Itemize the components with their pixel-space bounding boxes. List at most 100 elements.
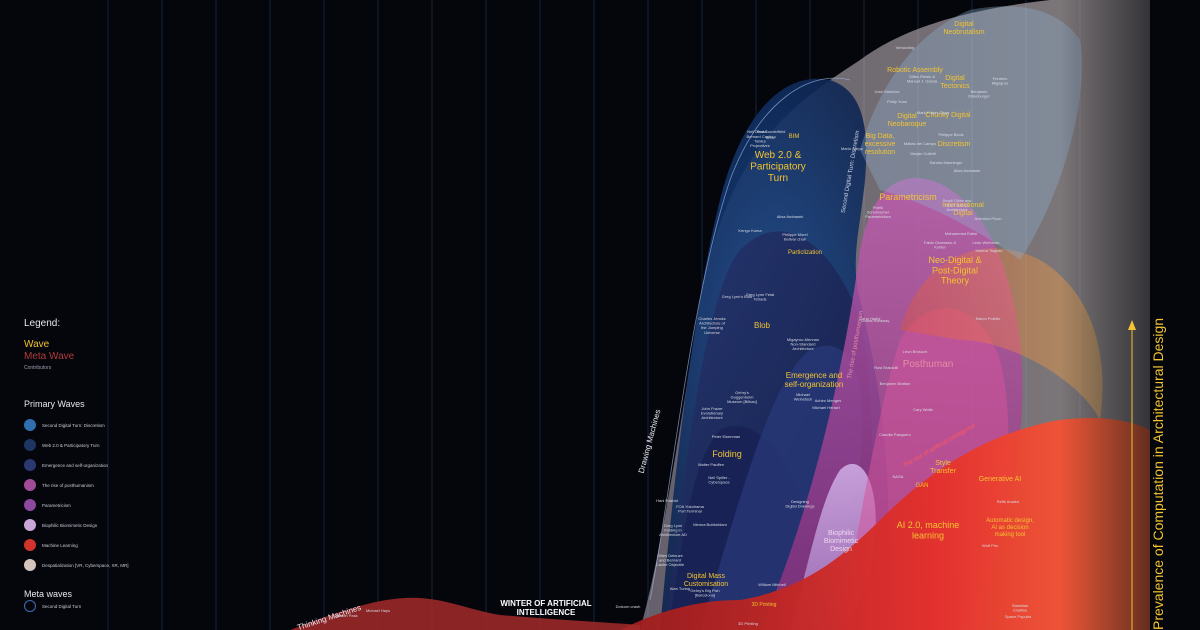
wave-label: Style Transfer <box>930 460 956 475</box>
contributor-label: Leon Brosuch <box>903 349 928 354</box>
contributor-label: Gilles Retsin & Manuel J. Garcia <box>907 74 938 84</box>
contributor-label: Frederic Migayrou <box>992 76 1008 86</box>
contributor-label: Kengo Kuma <box>738 228 762 233</box>
legend-item-label: Parametricism <box>42 502 71 508</box>
wave-label: Discretism <box>938 141 971 148</box>
legend-contributors-label: Contributors <box>24 365 52 371</box>
legend-primary-item: Emergence and self-organization <box>24 455 144 475</box>
wave-label: Emergence and self-organization <box>785 371 844 389</box>
contributor-label: Michael Hensel <box>812 405 839 410</box>
wave-label: Digital Mass Customisation <box>684 573 728 588</box>
wave-label: Folding <box>712 449 742 459</box>
wave-label: Intersectional Digital <box>942 202 984 217</box>
contributor-label: Hani Rashid <box>656 498 678 503</box>
contributor-label: Marjan Colletti <box>910 151 936 156</box>
legend-primary-item: Biophilic Biomimetic Design <box>24 515 144 535</box>
contributor-label: Greg Lynn Fetal Tetrads <box>746 292 775 302</box>
contributor-label: Gehry's Big Fish [Barcelona] <box>690 588 719 598</box>
legend-item-label: Web 2.0 & Participatory Turn <box>42 442 100 448</box>
wave-label: GAN <box>915 483 928 489</box>
wave-label: Particlization <box>788 250 822 256</box>
wave-label: Chunky Digital <box>925 112 971 119</box>
wave-label: AI 2.0, machine learning <box>897 520 960 540</box>
contributor-label: Versioning <box>896 45 915 50</box>
contributor-label: Sandra Manninger <box>930 160 964 165</box>
wave-label: Generative AI <box>979 476 1021 483</box>
legend-primary-item: Web 2.0 & Participatory Turn <box>24 435 144 455</box>
contributor-label: Jose Sanchez <box>874 89 899 94</box>
legend-meta-item: Second Digital Turn <box>24 599 144 613</box>
legend-item-label: Emergence and self-organization <box>42 462 109 468</box>
contributor-label: Marco Poletto <box>976 316 1001 321</box>
contributor-label: Stanislas Chaillou <box>1012 603 1028 613</box>
contributor-label: Mark Foster Gage <box>917 110 950 115</box>
contributor-label: William Mitchell <box>758 582 786 587</box>
legend-primary-list: Second Digital Turn: Discretism Web 2.0 &… <box>24 415 144 575</box>
contributor-label: Ledo Wuthman <box>972 240 999 245</box>
legend-item-label: Machine Learning <box>42 542 78 548</box>
annotation-drawing-machines: Drawing Machines <box>637 408 663 474</box>
legend-primary-item: Second Digital Turn: Discretism <box>24 415 144 435</box>
wave-label: Neo-Digital & Post-Digital Theory <box>928 255 981 286</box>
contributor-label: Peter Eisenman <box>712 434 740 439</box>
wave-label: Big Data, excessive resolution <box>865 133 896 156</box>
contributor-label: Bernard Cache Tables Projectives <box>747 134 775 148</box>
annotation-winter-ai: WINTER OF ARTIFICIAL INTELLIGENCE <box>500 599 591 617</box>
contributor-label: Gehry's Guggenheim Museum [Bilbao] <box>727 390 757 404</box>
contributor-label: Charles Jencks Architecture of the Jumping… <box>698 316 725 335</box>
contributor-label: FOA Yokohama Port Terminal <box>676 504 705 514</box>
contributor-label: Gilles Deleuze and Bernard Cache Objectile <box>656 553 685 567</box>
legend-primary-item: Parametricism <box>24 495 144 515</box>
legend-item-label: Second Digital Turn: Discretism <box>42 422 105 428</box>
legend-swatch <box>24 439 36 451</box>
contributor-label: Migayrou-Mennan Non-Standard Architecture <box>787 337 819 351</box>
contributor-label: Philippe Block <box>938 132 963 137</box>
right-fade <box>1060 0 1200 630</box>
contributor-label: John Frazer Evolutionary Architecture <box>701 406 723 420</box>
contributor-label: Claudia Pasquero <box>879 432 912 437</box>
contributor-label: Philip Yuan <box>887 99 907 104</box>
contributor-label: Alan Turing <box>670 586 690 591</box>
contributor-label: NASA <box>893 474 904 479</box>
legend-item-label: Despatialization [VR, Cyberspace, XR, MR… <box>42 562 129 568</box>
wave-label: Parametricism <box>879 192 937 202</box>
wave-area-thinking-machines <box>290 597 640 630</box>
meta-wave-outline <box>649 77 851 601</box>
wave-label: Robotic Assembly <box>887 67 943 74</box>
wave-label: Digital Neobrutalism <box>943 21 984 36</box>
contributor-label: Fabio Gramazio & Kohler <box>924 240 957 250</box>
contributor-label: Designing Digital Drawings <box>786 499 815 509</box>
contributor-label: Mohammad Edrisi <box>945 231 977 236</box>
contributor-label: Donna Haraway <box>861 318 890 323</box>
wave-label: 3D Printing <box>752 602 777 608</box>
contributor-label: Antonino Picon <box>975 216 1002 221</box>
legend-panel: Legend: Wave Meta Wave Contributors Prim… <box>24 318 144 613</box>
legend-primary-item: Machine Learning <box>24 535 144 555</box>
wave-label: Posthuman <box>903 359 954 370</box>
y-axis-arrow <box>1128 320 1136 630</box>
contributor-label: Neil Spiller -Cyberspace <box>708 475 730 485</box>
wave-label: Digital Tectonics <box>940 75 970 90</box>
wave-area-second-digital-turn <box>860 6 1082 260</box>
contributor-label: Zaha Hadid <box>860 316 881 321</box>
contributor-label: Gordon Pask <box>334 613 357 618</box>
contributor-label: Greg Lynn's Blob <box>722 294 753 299</box>
legend-meta-swatch <box>24 600 36 612</box>
y-axis-title: Prevalence of Computation in Architectur… <box>1150 318 1166 630</box>
contributor-label: Philippe Morel Bolivar chair <box>782 232 807 242</box>
contributor-label: Dotcom crash <box>616 604 641 609</box>
wave-label: Digital Neobaroque <box>888 113 927 128</box>
wave-label: Web 2.0 & Participatory Turn <box>750 150 806 184</box>
legend-swatch <box>24 459 36 471</box>
contributor-label: Martha Tsigkari <box>975 248 1002 253</box>
contributor-label: Michael Hays <box>366 608 390 613</box>
legend-primary-item: Despatialization [VR, Cyberspace, XR, MR… <box>24 555 144 575</box>
legend-meta-item-label: Second Digital Turn <box>42 603 82 609</box>
contributor-label: Neil Denari <box>747 129 767 134</box>
contributor-label: Michael Weinstock <box>794 392 812 402</box>
contributor-label: Mario Carpo <box>841 146 864 151</box>
legend-swatch <box>24 499 36 511</box>
contributor-label: Benjamin Bratton <box>880 381 911 386</box>
contributor-label: Small Cities and Open Source Architecture <box>943 198 972 212</box>
